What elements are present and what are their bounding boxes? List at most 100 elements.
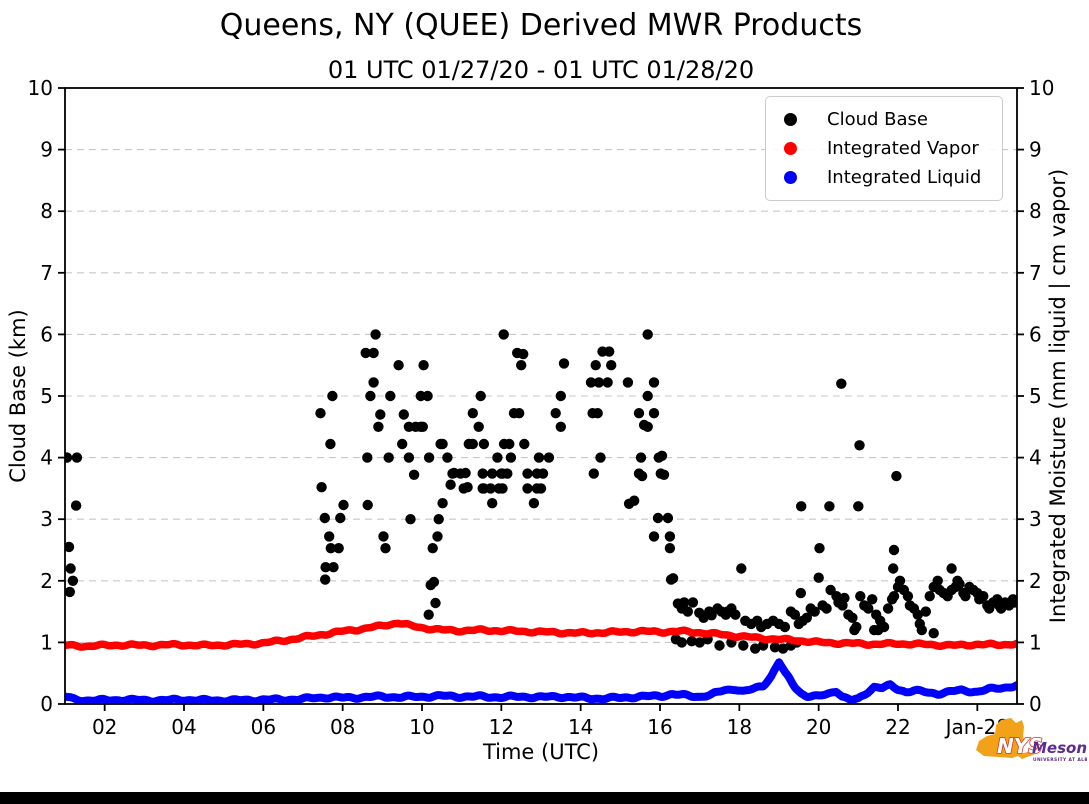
cloud-base-point: [801, 612, 812, 623]
cloud-base-point: [408, 469, 420, 480]
cloud-base-point: [65, 563, 76, 574]
cloud-base-point: [839, 592, 850, 604]
x-tick-label: 10: [409, 715, 434, 739]
cloud-base-point: [679, 597, 690, 608]
logo-university-text: UNIVERSITY AT ALBANY: [1033, 757, 1087, 763]
cloud-base-point: [516, 360, 527, 371]
cloud-base-point: [854, 440, 865, 451]
cloud-base-point: [960, 591, 971, 602]
left-y-tick-label: 5: [40, 384, 53, 408]
cloud-base-point: [432, 531, 443, 542]
cloud-base-point: [423, 452, 435, 463]
cloud-base-point: [362, 452, 373, 463]
cloud-base-point: [405, 514, 416, 525]
cloud-base-point: [687, 597, 699, 608]
left-y-tick-label: 4: [40, 446, 53, 470]
cloud-base-point: [370, 329, 381, 340]
cloud-base-point: [924, 591, 935, 602]
cloud-base-point: [535, 483, 547, 494]
cloud-base-point: [473, 421, 484, 432]
cloud-base-point: [325, 438, 336, 450]
cloud-base-point: [502, 468, 513, 479]
cloud-base-point: [682, 606, 693, 617]
cloud-base-point: [902, 591, 914, 602]
cloud-base-point: [365, 390, 376, 402]
cloud-base-point: [378, 531, 389, 542]
left-y-tick-label: 1: [40, 630, 53, 654]
x-tick-label: 06: [251, 715, 276, 739]
left-y-axis-label: Cloud Base (km): [6, 309, 30, 483]
cloud-base-point: [555, 390, 566, 402]
cloud-base-point: [475, 390, 486, 402]
cloud-base-point: [368, 347, 379, 359]
cloud-base-point: [65, 452, 73, 463]
cloud-base-point: [445, 479, 456, 490]
cloud-base-point: [428, 576, 440, 588]
cloud-base-point: [375, 409, 386, 420]
cloud-base-point: [504, 438, 515, 450]
page-title: Queens, NY (QUEE) Derived MWR Products: [219, 8, 863, 43]
cloud-base-point: [437, 438, 448, 450]
right-y-tick-label: 0: [1029, 692, 1042, 716]
cloud-base-point: [335, 512, 346, 524]
cloud-base-point: [652, 512, 664, 524]
cloud-base-point: [888, 563, 899, 574]
right-y-tick-label: 1: [1029, 630, 1042, 654]
cloud-base-point: [403, 452, 415, 463]
cloud-base-point: [437, 498, 448, 509]
cloud-base-point: [867, 594, 878, 605]
cloud-base-point: [373, 421, 384, 432]
cloud-base-point: [882, 603, 894, 614]
cloud-base-point: [648, 408, 660, 419]
cloud-base-point: [706, 610, 717, 621]
integrated-vapor-marker-icon: [784, 142, 797, 155]
cloud-base-point: [635, 452, 647, 463]
new-york-state-icon: [976, 718, 1038, 759]
cloud-base-point: [588, 468, 599, 479]
cloud-base-point: [533, 452, 545, 463]
cloud-base-point: [694, 637, 705, 648]
nys-mesonet-logo: NYS Mesonet UNIVERSITY AT ALBANY: [976, 718, 1087, 763]
cloud-base-point: [779, 621, 791, 633]
cloud-base-point: [65, 541, 75, 553]
cloud-base-point: [498, 329, 509, 340]
integrated-liquid-marker-icon: [784, 171, 797, 184]
right-y-tick-label: 3: [1029, 507, 1042, 531]
cloud-base-point: [333, 543, 344, 554]
cloud-base-point: [642, 329, 653, 340]
cloud-base-point: [338, 499, 349, 511]
integrated-liquid-line: [65, 658, 1017, 704]
x-tick-label: 08: [330, 715, 355, 739]
cloud-base-point: [593, 377, 605, 388]
cloud-base-point: [320, 574, 331, 585]
cloud-base-point: [327, 390, 338, 402]
cloud-base-point: [362, 499, 373, 511]
cloud-base-point: [656, 450, 668, 461]
chart-subtitle: 01 UTC 01/27/20 - 01 UTC 01/28/20: [327, 56, 755, 84]
left-y-tick-label: 10: [28, 76, 53, 100]
cloud-base-point: [492, 452, 503, 463]
cloud-base-point: [477, 468, 488, 479]
cloud-base-point: [604, 346, 615, 357]
cloud-base-point: [636, 470, 648, 482]
cloud-base-point: [686, 636, 697, 647]
cloud-base-point: [537, 468, 549, 479]
cloud-base-point: [368, 377, 379, 388]
cloud-base-point: [71, 452, 83, 463]
cloud-base-point: [946, 563, 957, 574]
cloud-base-point: [433, 514, 444, 525]
left-y-tick-label: 7: [40, 261, 53, 285]
cloud-base-point: [393, 360, 404, 371]
cloud-base-point: [642, 390, 653, 402]
left-y-tick-label: 3: [40, 507, 53, 531]
cloud-base-point: [667, 573, 679, 584]
x-tick-label: 20: [806, 715, 831, 739]
cloud-base-point: [522, 483, 533, 494]
cloud-base-point: [602, 377, 613, 388]
cloud-base-point: [397, 438, 408, 450]
cloud-base-point: [662, 512, 674, 524]
right-y-tick-label: 9: [1029, 138, 1042, 162]
cloud-base-marker-icon: [784, 113, 797, 126]
cloud-base-point: [528, 498, 540, 509]
